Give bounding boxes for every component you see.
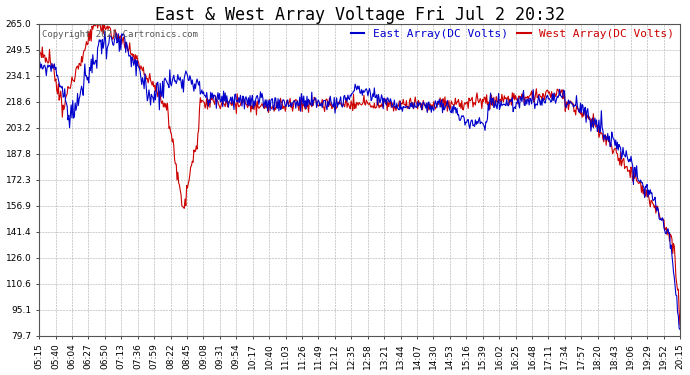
Legend: East Array(DC Volts), West Array(DC Volts): East Array(DC Volts), West Array(DC Volt…	[346, 25, 679, 44]
Text: Copyright 2021 Cartronics.com: Copyright 2021 Cartronics.com	[42, 30, 198, 39]
Title: East & West Array Voltage Fri Jul 2 20:32: East & West Array Voltage Fri Jul 2 20:3…	[155, 6, 564, 24]
